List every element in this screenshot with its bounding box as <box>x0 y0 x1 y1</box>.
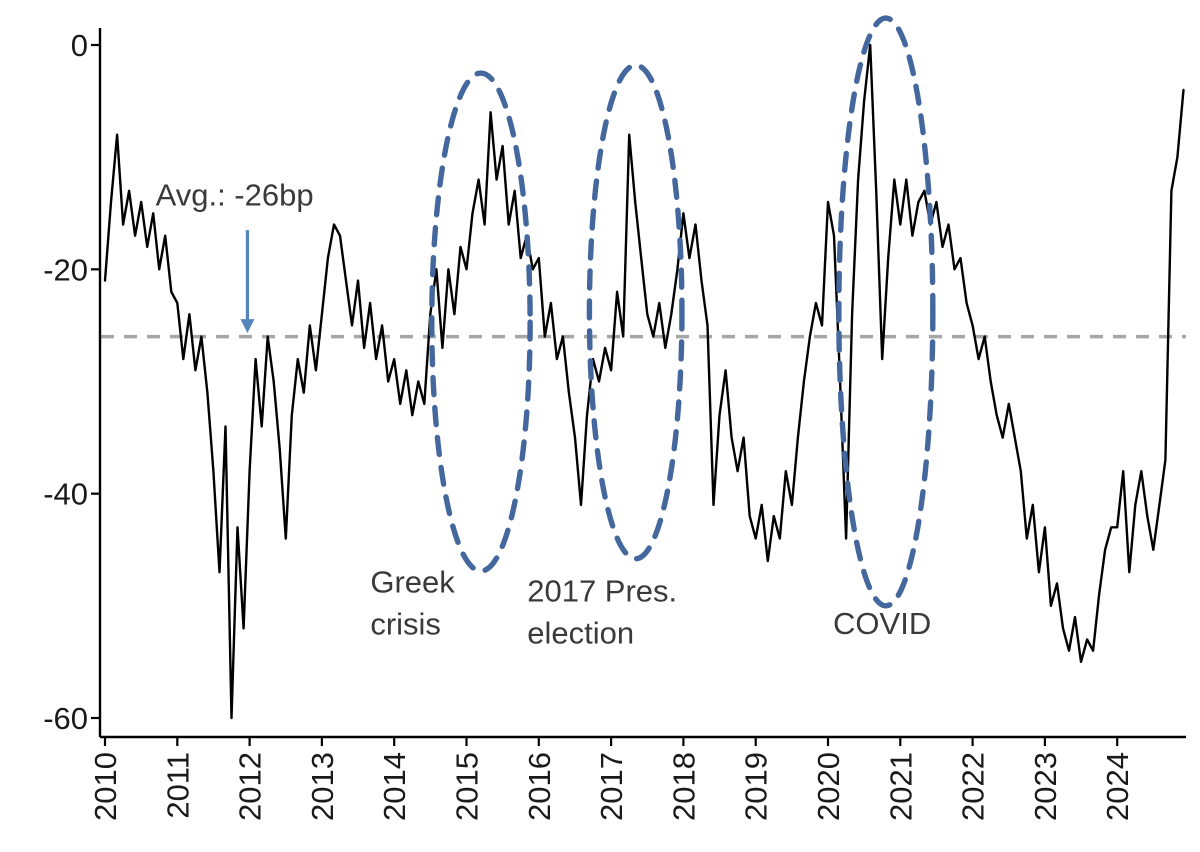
pres-election-2017-label: 2017 Pres. <box>527 573 677 608</box>
x-tick-label: 2013 <box>305 752 340 821</box>
average-label: Avg.: -26bp <box>156 177 314 212</box>
covid-ellipse <box>836 15 936 609</box>
x-tick-label: 2016 <box>522 752 557 821</box>
x-tick-label: 2021 <box>883 752 918 821</box>
covid-label: COVID <box>833 606 931 641</box>
greek-crisis-ellipse <box>429 70 533 574</box>
y-tick-label: -40 <box>43 477 88 512</box>
x-tick-label: 2024 <box>1100 752 1135 821</box>
greek-crisis-label: crisis <box>370 606 441 641</box>
pres-election-2017-ellipse <box>586 62 685 562</box>
y-tick-label: -20 <box>43 252 88 287</box>
x-tick-label: 2017 <box>594 752 629 821</box>
greek-crisis-label: Greek <box>370 564 455 599</box>
spread-line-series <box>103 43 1185 720</box>
x-tick-label: 2012 <box>233 752 268 821</box>
x-tick-label: 2011 <box>160 752 195 819</box>
x-tick-label: 2019 <box>739 752 774 821</box>
y-tick-label: 0 <box>71 28 88 63</box>
x-tick-label: 2018 <box>666 752 701 821</box>
y-tick-label: -60 <box>43 701 88 736</box>
x-tick-label: 2010 <box>88 752 123 821</box>
x-tick-label: 2014 <box>377 752 412 821</box>
pres-election-2017-label: election <box>527 615 634 650</box>
average-arrow-head <box>240 319 255 334</box>
x-tick-label: 2020 <box>811 752 846 821</box>
x-tick-label: 2023 <box>1028 752 1063 821</box>
x-tick-label: 2015 <box>450 752 485 821</box>
x-tick-label: 2022 <box>956 752 991 821</box>
